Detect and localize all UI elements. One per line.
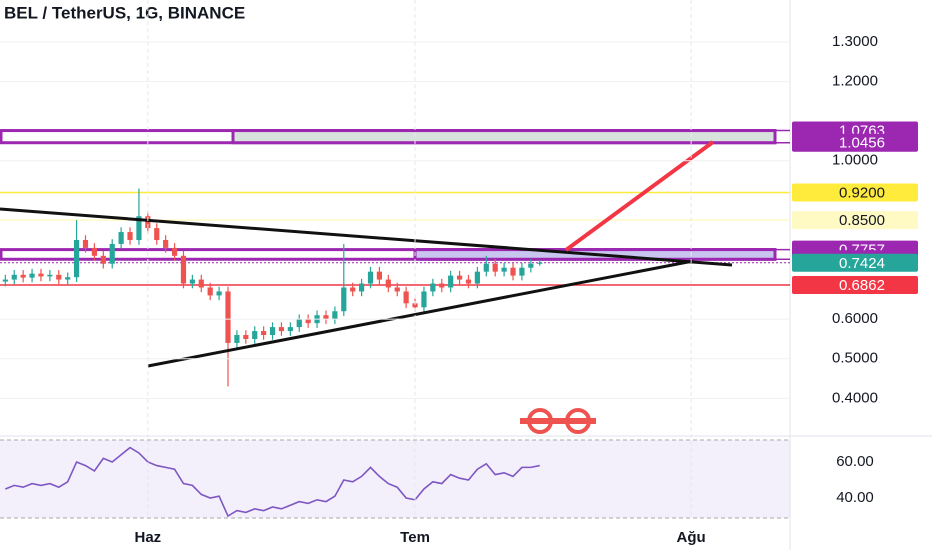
candle-body (359, 283, 365, 292)
candle-body (136, 216, 142, 240)
candle-body (439, 283, 445, 288)
candle-body (403, 291, 409, 304)
candle-body (189, 279, 195, 284)
candle-body (243, 335, 249, 339)
logo (520, 408, 596, 434)
candle-body (278, 327, 285, 332)
candle-body (234, 335, 240, 343)
projection-line (564, 140, 715, 252)
candle-body (154, 228, 160, 240)
candle-body (421, 291, 427, 308)
candle-body (501, 267, 507, 272)
candle-body (394, 287, 400, 292)
candle-body (385, 279, 391, 288)
x-tick-label: Haz (135, 529, 162, 546)
candle-body (216, 291, 222, 296)
y-tick-label: 1.2000 (832, 73, 878, 90)
price-tag (792, 276, 918, 295)
chart-title: BEL / TetherUS, 1G, BINANCE (4, 3, 245, 22)
candle-body (341, 287, 347, 312)
candle-body (528, 263, 534, 268)
candle-body (109, 243, 115, 264)
zone-fill (231, 129, 777, 145)
trend-line (147, 259, 694, 368)
candle-body (261, 331, 267, 336)
candle-body (225, 291, 231, 343)
candle-body (38, 273, 44, 277)
candle-body (198, 279, 204, 288)
candle-body (412, 303, 418, 308)
candle-body (252, 331, 258, 339)
candle-body (474, 271, 480, 284)
candle-body (2, 279, 8, 282)
candle-body (91, 247, 98, 256)
candle-body (350, 287, 356, 292)
candle-body (65, 277, 71, 280)
candle-body (73, 239, 80, 278)
rsi-panel (0, 440, 790, 518)
rsi-tick-label: 60.00 (836, 453, 874, 470)
price-tag (792, 211, 918, 230)
candle-body (367, 271, 374, 284)
candle-body (20, 274, 26, 278)
candle-body (171, 247, 178, 256)
candle-body (56, 274, 62, 280)
price-tag-label: 1.0456 (839, 135, 885, 152)
price-tag (792, 253, 918, 272)
x-tick-label: Tem (400, 529, 430, 546)
price-tag (792, 183, 918, 202)
y-tick-label: 0.5000 (832, 350, 878, 367)
rsi-line (5, 446, 540, 518)
candle-body (376, 271, 383, 280)
candle-body (483, 263, 489, 272)
candle-body (510, 267, 516, 276)
price-tag-label: 0.9200 (839, 184, 885, 201)
candle-body (305, 319, 311, 324)
x-tick-label: Ağu (677, 529, 706, 546)
candle-body (465, 279, 472, 284)
price-tag-label: 0.6862 (839, 277, 885, 294)
candle-body (430, 283, 436, 292)
candle-body (537, 262, 543, 264)
candle-body (29, 273, 35, 278)
price-tag-label: 0.8500 (839, 212, 885, 229)
candle-body (127, 232, 133, 240)
candle-body (163, 239, 169, 248)
candle-body (82, 239, 89, 248)
rsi-tick-label: 40.00 (836, 489, 874, 506)
candle-body (180, 255, 187, 284)
candle-body (332, 311, 338, 320)
candle-body (100, 255, 106, 264)
candle-body (519, 267, 525, 276)
candle-body (11, 274, 17, 280)
trend-line (0, 207, 733, 267)
candle-body (492, 263, 498, 272)
candle-body (145, 216, 151, 229)
y-tick-label: 0.4000 (832, 389, 878, 406)
candle-body (269, 327, 276, 336)
price-tag (792, 133, 918, 152)
candle-body (456, 275, 463, 280)
candle-body (448, 275, 454, 288)
candle-body (47, 274, 53, 277)
y-tick-label: 1.0000 (832, 152, 878, 169)
candle-body (287, 327, 293, 332)
y-tick-label: 0.6000 (832, 310, 878, 327)
price-tag-label: 0.7424 (839, 255, 885, 272)
candle-body (296, 319, 302, 328)
candle-body (207, 287, 213, 296)
candle-body (323, 315, 329, 320)
candle-body (118, 232, 124, 244)
y-tick-label: 1.3000 (832, 33, 878, 50)
